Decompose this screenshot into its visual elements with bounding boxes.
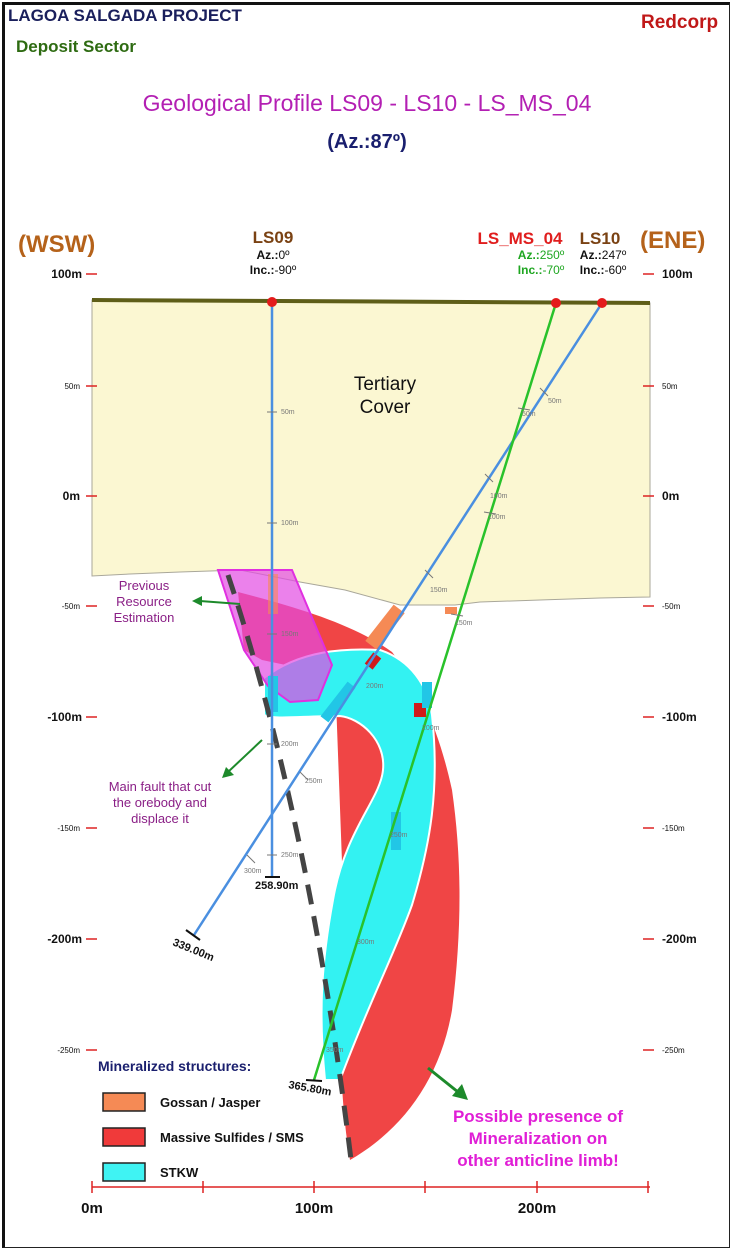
sector-title: Deposit Sector	[16, 37, 136, 56]
fault-arrowhead	[222, 767, 234, 778]
legend-title: Mineralized structures:	[98, 1058, 251, 1074]
elev-right-0: 0m	[662, 489, 679, 503]
ls09-depth-100: 100m	[281, 520, 299, 527]
prev-resource-line3: Estimation	[114, 610, 175, 625]
lsms04-depth-150: 150m	[455, 620, 473, 627]
legend-swatch-stkw	[102, 1162, 146, 1182]
lsms04-depth-300: 300m	[357, 939, 375, 946]
lsms04-collar	[551, 298, 561, 308]
lsms04-end-depth: 365.80m	[287, 1079, 332, 1098]
prev-resource-arrowhead	[192, 596, 202, 606]
ls10-depth-50: 50m	[548, 398, 562, 405]
legend-label-stkw: STKW	[160, 1165, 199, 1180]
previous-resource-polygon	[216, 569, 334, 704]
west-direction: (WSW)	[18, 231, 95, 258]
dist-100: 100m	[295, 1200, 333, 1217]
project-title: LAGOA SALGADA PROJECT	[8, 6, 242, 25]
ls10-trace	[192, 302, 604, 936]
elev-right-50: 50m	[662, 382, 678, 391]
ls10-name: LS10	[580, 229, 621, 248]
tertiary-label-line1: Tertiary	[354, 374, 417, 395]
stkw-intercept-lsms04-b	[391, 812, 401, 850]
gossan-segment-ls10	[365, 604, 405, 650]
legend-swatch-sms	[102, 1127, 146, 1147]
elev-right-m200: -200m	[662, 932, 697, 946]
legend-label-gossan: Gossan / Jasper	[160, 1095, 260, 1110]
prev-resource-line1: Previous	[119, 578, 170, 593]
ls09-collar	[267, 297, 277, 307]
possible-arrow	[427, 1066, 459, 1094]
fault-label-line1: Main fault that cut	[109, 779, 212, 794]
possible-line3: other anticline limb!	[457, 1151, 619, 1170]
fault-label-line3: displace it	[131, 811, 189, 826]
possible-line2: Mineralization on	[469, 1129, 608, 1148]
elev-left-m50: -50m	[62, 602, 81, 611]
company-name: Redcorp	[641, 12, 719, 33]
ls09-name: LS09	[253, 228, 294, 247]
lsms04-eoh-cap	[305, 1079, 323, 1082]
elev-right-m150: -150m	[662, 824, 685, 833]
dist-0: 0m	[81, 1200, 103, 1217]
elev-right-m50: -50m	[662, 602, 681, 611]
legend-swatch-gossan	[102, 1092, 146, 1112]
prev-resource-arrow	[199, 600, 241, 605]
ls09-depth-200: 200m	[281, 741, 299, 748]
lsms04-trace	[312, 302, 558, 1081]
lsms04-depth-350: 350m	[326, 1047, 344, 1054]
ls10-inc: Inc.:-60º	[580, 263, 627, 277]
lsms04-depth-200: 200m	[422, 725, 440, 732]
ls10-depth-300: 300m	[244, 868, 262, 875]
possible-line1: Possible presence of	[453, 1107, 623, 1126]
profile-azimuth: (Az.:87º)	[327, 131, 407, 153]
ls10-end-depth: 339.00m	[171, 937, 216, 964]
lsms04-az: Az.:250º	[518, 248, 565, 262]
possible-arrowhead	[452, 1084, 468, 1100]
east-direction: (ENE)	[640, 227, 705, 254]
main-fault-line	[225, 574, 355, 1169]
lsms04-name: LS_MS_04	[477, 229, 563, 248]
ls10-az: Az.:247º	[580, 248, 627, 262]
ls10-depth-150: 150m	[430, 587, 448, 594]
ls10-depth-250: 250m	[305, 778, 323, 785]
lsms04-depth-100: 100m	[488, 514, 506, 521]
elev-left-m200: -200m	[47, 932, 82, 946]
elev-left-100: 100m	[51, 267, 82, 281]
profile-title: Geological Profile LS09 - LS10 - LS_MS_0…	[142, 90, 592, 116]
elev-right-100: 100m	[662, 267, 693, 281]
elev-right-m100: -100m	[662, 710, 697, 724]
ls10-depth-100: 100m	[490, 493, 508, 500]
fault-label-line2: the orebody and	[113, 795, 207, 810]
ls09-depth-50: 50m	[281, 409, 295, 416]
legend-label-sms: Massive Sulfides / SMS	[160, 1130, 304, 1145]
elev-left-m250: -250m	[57, 1046, 80, 1055]
stkw-intercept-ls10	[320, 681, 356, 723]
tertiary-cover	[91, 299, 651, 606]
ls10-eoh-cap	[185, 929, 201, 941]
lsms04-depth-250: 250m	[390, 832, 408, 839]
prev-resource-line2: Resource	[116, 594, 172, 609]
ls09-inc: Inc.:-90º	[250, 263, 297, 277]
tertiary-label-line2: Cover	[360, 397, 411, 418]
ls10-depth-200: 200m	[366, 683, 384, 690]
ls09-depth-250: 250m	[281, 852, 299, 859]
ls09-az: Az.:0º	[256, 248, 290, 262]
lsms04-inc: Inc.:-70º	[518, 263, 565, 277]
elev-left-m150: -150m	[57, 824, 80, 833]
ls09-depth-150: 150m	[281, 631, 299, 638]
gossan-segment-lsms04	[445, 607, 457, 614]
fault-arrow	[227, 739, 263, 773]
elev-right-m250: -250m	[662, 1046, 685, 1055]
stkw-intercept-lsms04-a	[422, 682, 432, 708]
elev-left-m100: -100m	[47, 710, 82, 724]
lsms04-depth-50: 50m	[522, 411, 536, 418]
elev-left-50: 50m	[64, 382, 80, 391]
dist-200: 200m	[518, 1200, 556, 1217]
ls10-collar	[597, 298, 607, 308]
elev-left-0: 0m	[63, 489, 80, 503]
ls09-end-depth: 258.90m	[255, 880, 299, 892]
